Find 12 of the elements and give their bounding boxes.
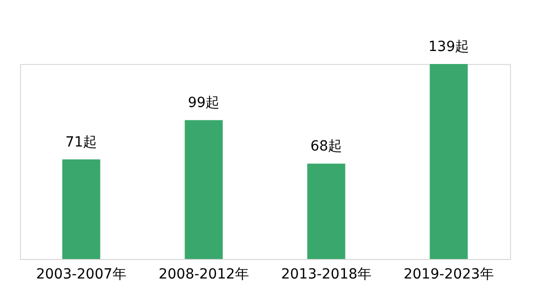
data-label: 71起 [65, 134, 98, 150]
bar [307, 164, 346, 259]
data-label: 139起 [428, 39, 470, 55]
bar [62, 159, 100, 259]
data-label: 99起 [188, 95, 220, 112]
data-label: 68起 [310, 138, 342, 155]
x-tick-label: 2019-2023年 [404, 266, 494, 282]
x-tick-label: 2003-2007年 [36, 266, 126, 282]
x-tick-label: 2008-2012年 [158, 266, 249, 282]
x-tick-label: 2013-2018年 [281, 266, 372, 282]
bar [430, 64, 468, 259]
bar [184, 120, 223, 259]
